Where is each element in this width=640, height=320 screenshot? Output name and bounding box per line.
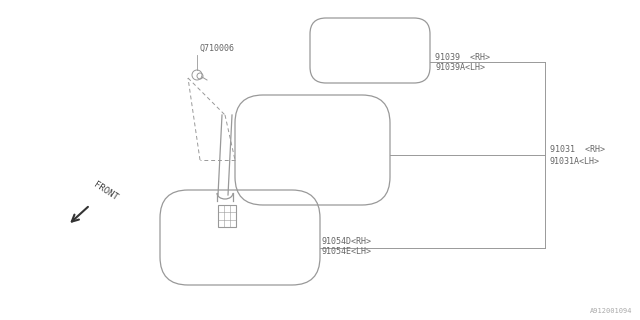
Text: 91039  <RH>: 91039 <RH>	[435, 53, 490, 62]
Bar	[218, 205, 236, 227]
Text: 91039A<LH>: 91039A<LH>	[435, 63, 485, 73]
Text: Q710006: Q710006	[200, 44, 235, 52]
Text: FRONT: FRONT	[92, 180, 120, 202]
Text: 91054D<RH>: 91054D<RH>	[322, 237, 372, 246]
Text: 91054E<LH>: 91054E<LH>	[322, 247, 372, 257]
Text: 91031A<LH>: 91031A<LH>	[550, 156, 600, 165]
Text: A912001094: A912001094	[589, 308, 632, 314]
Text: 91031  <RH>: 91031 <RH>	[550, 146, 605, 155]
